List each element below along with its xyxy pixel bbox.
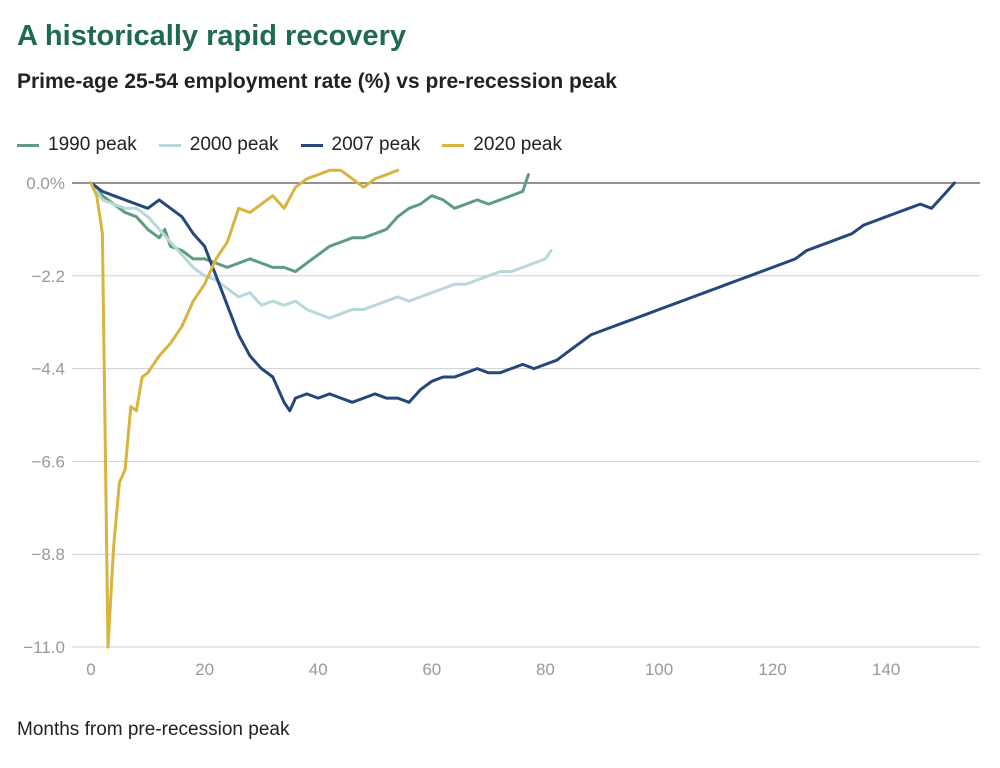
legend: 1990 peak 2000 peak 2007 peak 2020 peak [17, 134, 562, 156]
legend-label-1990: 1990 peak [48, 134, 137, 155]
x-axis-label: Months from pre-recession peak [17, 719, 290, 740]
legend-item-2020[interactable]: 2020 peak [442, 134, 562, 156]
y-tick-label: 0.0% [26, 174, 65, 193]
series-line-2020 [89, 168, 400, 649]
x-tick-label: 140 [872, 660, 900, 679]
x-tick-label: 100 [645, 660, 673, 679]
legend-swatch-1990 [17, 143, 39, 147]
series-line-1990 [89, 173, 530, 274]
x-tick-label: 20 [195, 660, 214, 679]
legend-item-1990[interactable]: 1990 peak [17, 134, 137, 156]
legend-label-2020: 2020 peak [473, 134, 562, 155]
legend-swatch-2000 [158, 143, 181, 147]
y-tick-label: −8.8 [31, 545, 65, 564]
chart-title: A historically rapid recovery [17, 20, 406, 52]
legend-label-2007: 2007 peak [331, 134, 421, 155]
y-tick-label: −2.2 [31, 267, 65, 286]
y-tick-label: −11.0 [23, 638, 65, 657]
series-line-2007 [89, 181, 956, 413]
legend-item-2007[interactable]: 2007 peak [300, 134, 421, 156]
legend-swatch-2007 [300, 143, 323, 147]
legend-label-2000: 2000 peak [189, 134, 279, 155]
legend-swatch-2020 [442, 143, 465, 147]
x-tick-label: 80 [536, 660, 555, 679]
y-tick-label: −4.4 [31, 360, 65, 379]
x-tick-label: 60 [422, 660, 441, 679]
chart-subtitle: Prime-age 25-54 employment rate (%) vs p… [17, 70, 617, 93]
legend-item-2000[interactable]: 2000 peak [158, 134, 279, 156]
y-tick-label: −6.6 [31, 452, 65, 471]
x-tick-label: 120 [758, 660, 786, 679]
series-line-2000 [89, 181, 553, 320]
x-tick-label: 40 [309, 660, 328, 679]
x-tick-label: 0 [86, 660, 95, 679]
